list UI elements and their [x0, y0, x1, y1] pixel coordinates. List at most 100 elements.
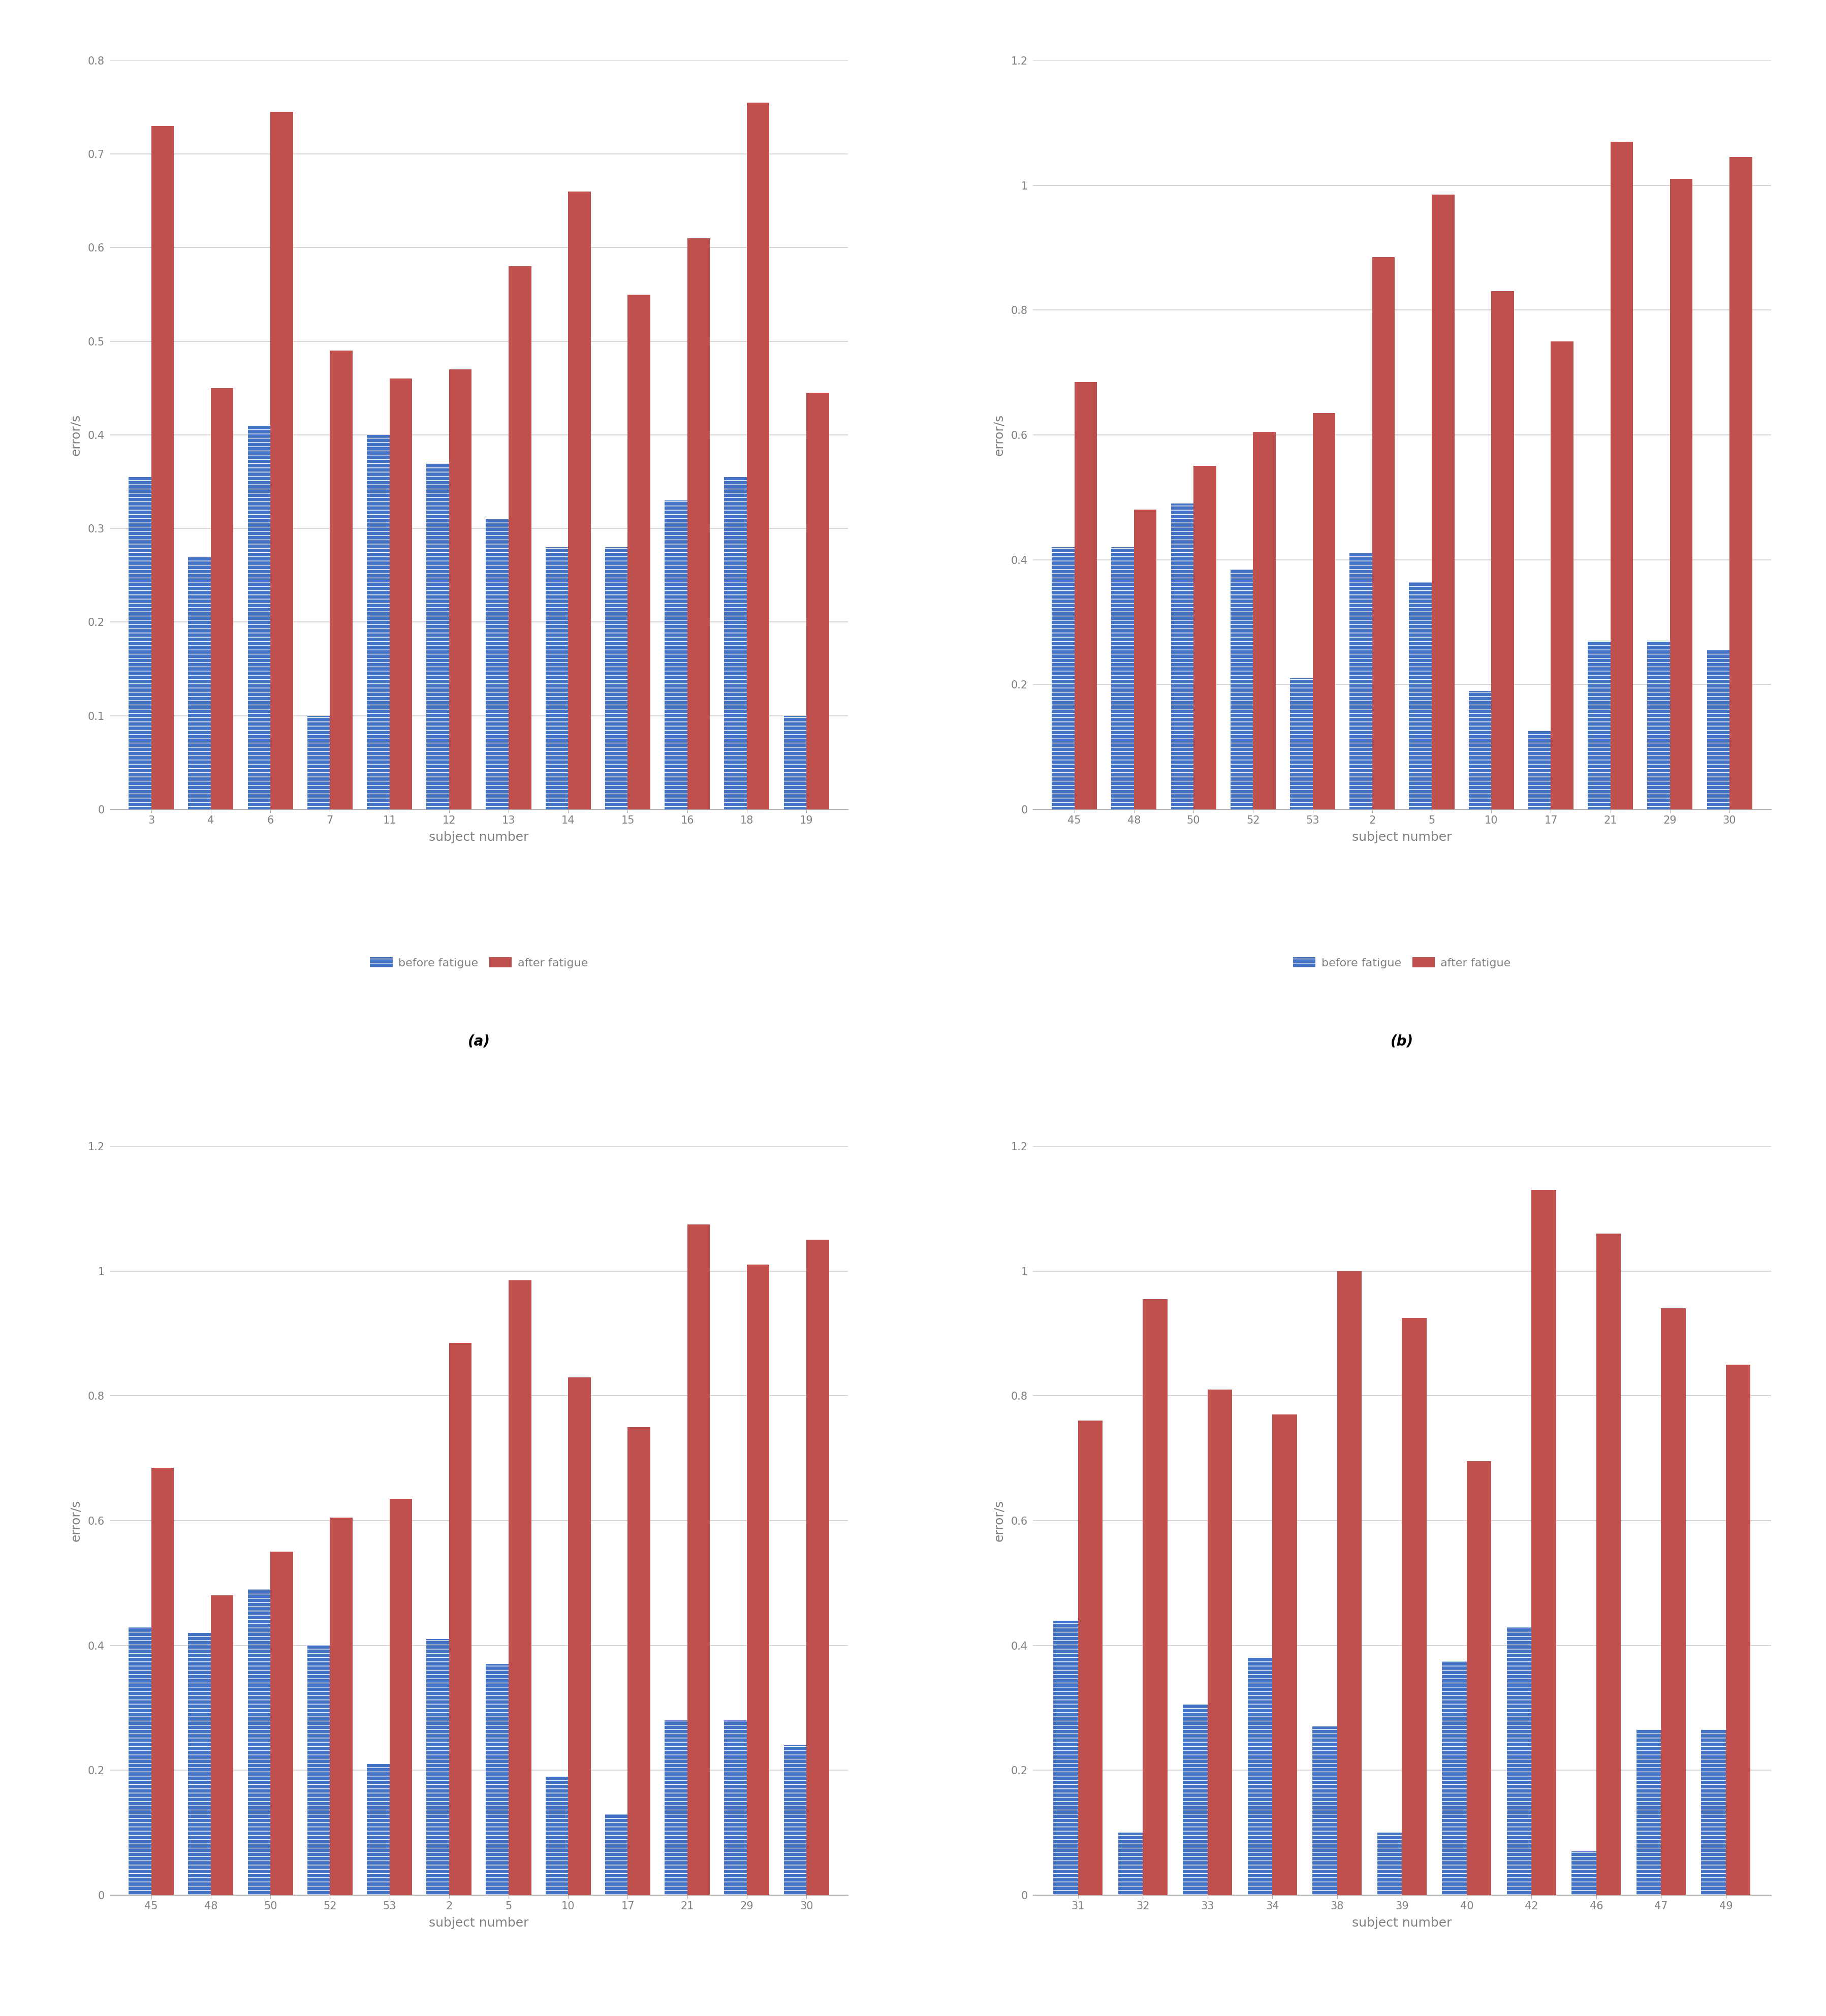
Bar	[188, 1633, 210, 1895]
Bar	[725, 1720, 747, 1895]
Bar	[687, 238, 710, 808]
Bar	[210, 1595, 234, 1895]
Bar	[1052, 546, 1074, 808]
Bar	[270, 1552, 292, 1895]
Bar	[1532, 1189, 1556, 1895]
Bar	[1443, 1661, 1466, 1895]
Bar	[807, 393, 829, 808]
Bar	[427, 464, 449, 808]
Bar	[807, 1240, 829, 1895]
Bar	[1118, 1833, 1143, 1895]
Bar	[1410, 581, 1432, 808]
Bar	[188, 556, 210, 808]
Bar	[1247, 1657, 1273, 1895]
Bar	[568, 192, 592, 808]
Bar	[1289, 677, 1313, 808]
Bar	[1611, 141, 1632, 808]
Bar	[628, 294, 650, 808]
Bar	[210, 387, 234, 808]
Bar	[665, 500, 687, 808]
Bar	[486, 1663, 509, 1895]
Bar	[1170, 504, 1194, 808]
Text: (a): (a)	[467, 1034, 489, 1048]
Bar	[1589, 641, 1611, 808]
Bar	[628, 1427, 650, 1895]
Bar	[1377, 1833, 1402, 1895]
Bar	[389, 1498, 413, 1895]
Bar	[725, 478, 747, 808]
Y-axis label: error/s: error/s	[993, 413, 1006, 456]
Bar	[152, 125, 173, 808]
Y-axis label: error/s: error/s	[69, 413, 82, 456]
X-axis label: subject number: subject number	[1351, 1917, 1452, 1929]
Bar	[1528, 732, 1550, 808]
Bar	[1572, 1851, 1596, 1895]
Bar	[248, 1589, 270, 1895]
Bar	[1402, 1318, 1426, 1895]
Bar	[1466, 1462, 1492, 1895]
Bar	[1468, 691, 1492, 808]
Bar	[1313, 1726, 1337, 1895]
Bar	[1273, 1415, 1296, 1895]
Bar	[1707, 651, 1729, 808]
Bar	[1506, 1627, 1532, 1895]
Bar	[1054, 1621, 1077, 1895]
Bar	[1194, 466, 1216, 808]
X-axis label: subject number: subject number	[429, 1917, 530, 1929]
Bar	[1729, 157, 1753, 808]
Bar	[1074, 381, 1097, 808]
Bar	[1231, 569, 1253, 808]
X-axis label: subject number: subject number	[429, 831, 530, 843]
Bar	[1671, 179, 1693, 808]
Bar	[486, 520, 509, 808]
Text: (b): (b)	[1390, 1034, 1413, 1048]
Bar	[449, 1343, 471, 1895]
Bar	[449, 369, 471, 808]
Bar	[1662, 1308, 1685, 1895]
Bar	[747, 103, 769, 808]
Bar	[270, 113, 292, 808]
Bar	[665, 1720, 687, 1895]
Bar	[1337, 1270, 1362, 1895]
Bar	[307, 1645, 331, 1895]
Bar	[1371, 258, 1395, 808]
Bar	[1143, 1298, 1167, 1895]
Legend: before fatigue, after fatigue: before fatigue, after fatigue	[1293, 958, 1510, 968]
Bar	[1253, 431, 1276, 808]
Bar	[1432, 196, 1453, 808]
Bar	[1077, 1421, 1103, 1895]
Bar	[1492, 292, 1514, 808]
Bar	[1596, 1234, 1621, 1895]
Bar	[1726, 1365, 1751, 1895]
Bar	[1207, 1389, 1233, 1895]
Bar	[747, 1264, 769, 1895]
Bar	[1112, 546, 1134, 808]
Bar	[128, 478, 152, 808]
Y-axis label: error/s: error/s	[69, 1500, 82, 1542]
Bar	[248, 425, 270, 808]
Bar	[389, 379, 413, 808]
Bar	[427, 1639, 449, 1895]
Bar	[1647, 641, 1671, 808]
Bar	[1183, 1706, 1207, 1895]
Bar	[604, 1814, 628, 1895]
Bar	[1313, 413, 1335, 808]
Bar	[783, 1746, 807, 1895]
Bar	[128, 1627, 152, 1895]
Bar	[687, 1224, 710, 1895]
Bar	[1134, 510, 1156, 808]
Bar	[604, 546, 628, 808]
Bar	[546, 1776, 568, 1895]
Bar	[568, 1377, 592, 1895]
X-axis label: subject number: subject number	[1351, 831, 1452, 843]
Bar	[783, 716, 807, 808]
Bar	[367, 435, 389, 808]
Bar	[1702, 1730, 1726, 1895]
Bar	[152, 1468, 173, 1895]
Bar	[546, 546, 568, 808]
Bar	[307, 716, 331, 808]
Bar	[509, 1280, 531, 1895]
Bar	[1349, 554, 1371, 808]
Bar	[331, 1518, 352, 1895]
Bar	[509, 266, 531, 808]
